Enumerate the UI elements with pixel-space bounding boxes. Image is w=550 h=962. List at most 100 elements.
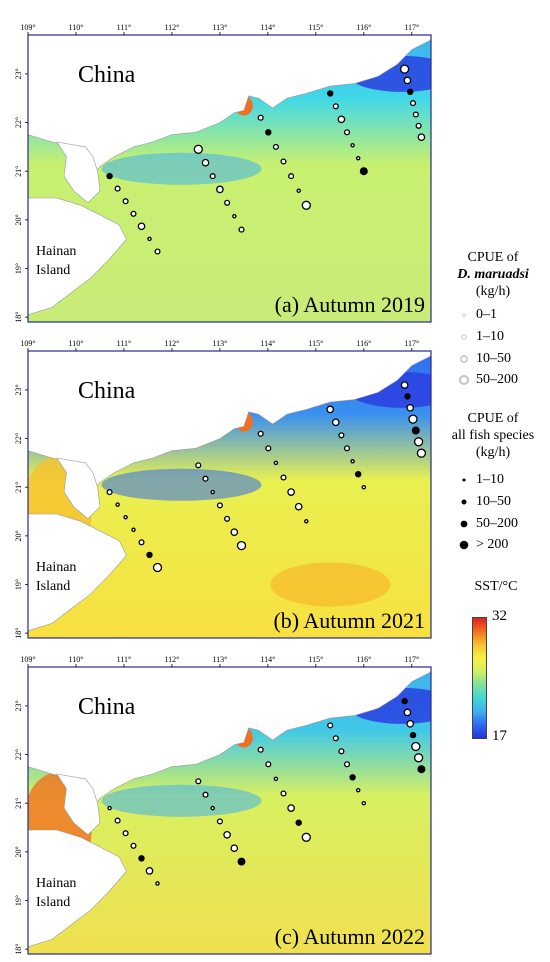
lon-tick-label: 111°: [117, 339, 132, 348]
sst-title: SST/°C: [474, 579, 518, 594]
station-marker: [230, 844, 239, 853]
map-area: [28, 35, 431, 322]
station-marker: [201, 158, 210, 167]
lon-tick-label: 110°: [69, 655, 84, 664]
station-marker: [147, 236, 152, 242]
all-fish-marker-icon: [462, 478, 466, 482]
legend-species-label: 10–50: [476, 351, 511, 366]
station-marker: [265, 445, 272, 452]
legend-all-label: 50–200: [476, 516, 518, 531]
island-label-line2: Island: [36, 263, 70, 278]
panel-title: (a) Autumn 2019: [275, 292, 425, 317]
station-marker: [361, 484, 367, 490]
legend-species-class-1: 0–1: [436, 306, 550, 324]
station-marker: [202, 475, 209, 482]
lon-tick-label: 110°: [69, 23, 84, 32]
station-marker: [114, 185, 121, 192]
cpue-all-title-line3: (kg/h): [475, 445, 511, 460]
station-marker: [327, 722, 334, 729]
all-fish-marker-icon: [461, 499, 467, 505]
station-marker: [280, 790, 287, 797]
lon-tick-label: 116°: [356, 339, 371, 348]
lat-tick-label: 21°: [14, 798, 23, 809]
station-marker: [301, 832, 311, 842]
station-marker: [280, 158, 287, 165]
station-marker: [257, 430, 264, 437]
island-label-line1: Hainan: [36, 244, 76, 259]
station-marker: [280, 474, 287, 481]
station-marker: [138, 539, 145, 546]
legend: CPUE of D. maruadsi (kg/h) 0–1 1–10 10–5…: [436, 0, 550, 962]
species-marker-icon: [461, 334, 467, 340]
legend-species-label: 1–10: [476, 329, 504, 344]
map-frame: [27, 350, 432, 639]
station-marker: [355, 155, 361, 161]
map-frame: [27, 34, 432, 323]
sst-map-2021: 109° 110° 111° 112° 113° 114° 115° 116° 117° 18° 1…: [14, 339, 432, 639]
lon-tick-label: 116°: [356, 23, 371, 32]
cpue-all-title-line1: CPUE of: [467, 411, 519, 426]
station-marker: [411, 426, 420, 435]
station-marker: [355, 471, 362, 478]
station-marker: [265, 761, 272, 768]
station-marker: [230, 528, 239, 537]
lon-tick-label: 116°: [356, 655, 371, 664]
lon-tick-label: 111°: [117, 655, 132, 664]
map-frame: [27, 666, 432, 955]
station-marker: [130, 842, 137, 849]
station-marker: [409, 731, 417, 739]
species-marker-icon: [459, 375, 469, 385]
station-marker: [337, 115, 346, 124]
sst-map-2019: 109° 110° 111° 112° 113° 114° 115° 116° 117° 18° 1…: [14, 23, 432, 323]
station-marker: [295, 819, 302, 826]
station-marker: [145, 867, 154, 875]
station-marker: [257, 114, 264, 121]
station-marker: [411, 741, 421, 752]
station-marker: [146, 551, 153, 559]
lon-tick-label: 112°: [164, 339, 179, 348]
station-marker: [327, 90, 334, 97]
station-marker: [350, 143, 355, 148]
station-marker: [403, 76, 412, 85]
station-marker: [359, 167, 368, 176]
cold-band: [101, 468, 262, 501]
lon-tick-label: 115°: [308, 655, 323, 664]
station-marker: [224, 515, 231, 522]
lat-tick-label: 21°: [14, 166, 23, 177]
hainan-island-land: [28, 829, 127, 948]
station-marker: [416, 448, 427, 458]
map-panel-2021: 109° 110° 111° 112° 113° 114° 115° 116° 117° 18° 1…: [6, 336, 432, 639]
legend-species-class-3: 10–50: [436, 350, 550, 368]
lon-tick-label: 117°: [404, 23, 419, 32]
station-marker: [272, 143, 279, 150]
station-marker: [287, 488, 295, 496]
station-marker: [152, 562, 163, 573]
warm-patch-south: [270, 562, 391, 607]
sst-colorbar: [472, 617, 487, 739]
station-marker: [137, 222, 146, 231]
station-marker: [195, 462, 202, 469]
station-marker: [236, 540, 247, 551]
station-marker: [216, 185, 224, 194]
station-marker: [409, 100, 417, 107]
lat-tick-label: 20°: [14, 214, 23, 225]
station-marker: [332, 735, 339, 742]
species-marker-icon: [462, 313, 466, 317]
station-marker: [154, 248, 161, 255]
lat-tick-label: 19°: [14, 263, 23, 274]
country-label: China: [78, 694, 136, 720]
lat-tick-label: 22°: [14, 117, 23, 128]
legend-all-class-4: > 200: [436, 536, 550, 554]
country-label: China: [78, 62, 136, 88]
station-marker: [122, 198, 129, 205]
legend-species-class-2: 1–10: [436, 328, 550, 346]
lon-tick-label: 109°: [20, 23, 35, 32]
station-marker: [216, 502, 223, 509]
legend-all-label: 1–10: [476, 472, 504, 487]
station-marker: [343, 445, 351, 452]
station-marker: [406, 719, 415, 728]
station-marker: [273, 776, 279, 782]
lon-tick-label: 113°: [212, 655, 227, 664]
legend-species-label: 50–200: [476, 372, 518, 387]
cpue-all-title-line2: all fish species: [451, 428, 535, 443]
